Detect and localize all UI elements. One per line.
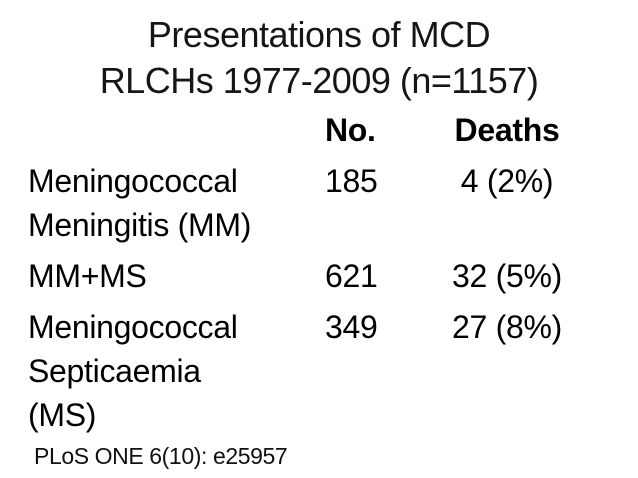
cell-deaths: 4 (2%)	[460, 163, 554, 199]
row-label: MM+MS	[28, 254, 325, 298]
slide-title-line-1: Presentations of MCD	[147, 14, 491, 55]
row-label-line: Meningococcal	[28, 309, 238, 345]
row-label-line: Septicaemia	[28, 353, 201, 389]
row-label: Meningococcal Meningitis (MM)	[28, 159, 325, 247]
cell-deaths: 27 (8%)	[452, 309, 562, 345]
table-row: MM+MS 621 32 (5%)	[28, 254, 616, 298]
citation-text: PLoS ONE 6(10): e25957	[34, 443, 288, 469]
cell-no: 621	[325, 258, 378, 294]
row-label: Meningococcal Septicaemia (MS)	[28, 305, 325, 437]
row-label-line: (MS)	[28, 397, 97, 433]
cell-no: 185	[325, 163, 378, 199]
row-label-line: Meningococcal	[28, 163, 238, 199]
column-header-deaths: Deaths	[454, 112, 560, 148]
cell-deaths: 32 (5%)	[452, 258, 562, 294]
column-header-no: No.	[325, 112, 376, 148]
cell-no: 349	[325, 309, 378, 345]
presentations-table: No. Deaths Meningococcal Meningitis (MM)…	[28, 108, 616, 437]
table-row: Meningococcal Septicaemia (MS) 349 27 (8…	[28, 305, 616, 437]
table-header-row: No. Deaths	[28, 108, 616, 152]
slide-title-line-2: RLCHs 1977-2009 (n=1157)	[99, 60, 539, 101]
table-row: Meningococcal Meningitis (MM) 185 4 (2%)	[28, 159, 616, 247]
slide-title: Presentations of MCD RLCHs 1977-2009 (n=…	[0, 12, 638, 104]
row-label-line: MM+MS	[28, 258, 147, 294]
row-label-line: Meningitis (MM)	[28, 207, 252, 243]
